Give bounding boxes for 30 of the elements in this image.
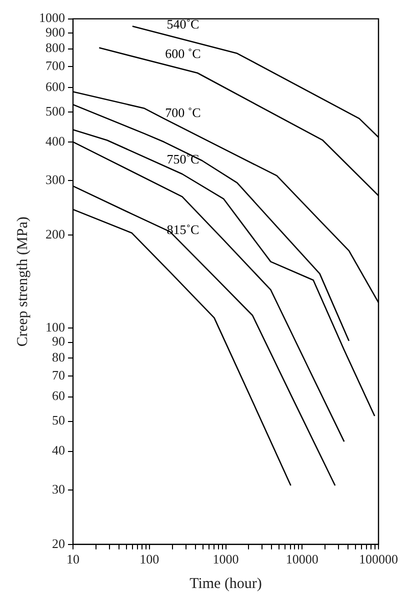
y-tick-label: 70 xyxy=(52,368,65,383)
x-axis-title: Time (hour) xyxy=(190,576,262,592)
y-tick-label: 300 xyxy=(46,172,65,187)
x-tick-label: 1000 xyxy=(212,552,239,567)
y-tick-label: 60 xyxy=(52,388,65,404)
series-label: 750˚C xyxy=(166,151,200,166)
y-tick-label: 40 xyxy=(52,442,65,458)
x-tick-label: 10000 xyxy=(286,552,318,567)
series-label: 600 ˚C xyxy=(165,46,201,62)
y-tick-label: 800 xyxy=(46,40,65,56)
x-tick-label: 100 xyxy=(140,552,160,567)
y-tick-label: 80 xyxy=(52,350,65,365)
series-label: 540˚C xyxy=(166,16,200,32)
series-label: 815˚C xyxy=(166,222,200,237)
series-label: 700 ˚C xyxy=(165,105,201,120)
y-tick-label: 50 xyxy=(52,412,65,428)
y-axis-title: Creep strength (MPa) xyxy=(14,216,31,347)
y-tick-label: 20 xyxy=(52,536,65,551)
y-tick-label: 600 xyxy=(46,78,65,94)
y-tick-label: 100 xyxy=(46,320,65,335)
y-tick-label: 200 xyxy=(46,226,65,242)
x-tick-label: 100000 xyxy=(359,552,398,567)
y-tick-label: 700 xyxy=(46,58,65,74)
y-tick-label: 30 xyxy=(52,481,65,496)
y-tick-label: 900 xyxy=(46,24,65,40)
y-tick-label: 500 xyxy=(46,103,65,118)
y-tick-label: 400 xyxy=(46,133,65,148)
y-tick-label: 90 xyxy=(52,334,65,349)
x-tick-label: 10 xyxy=(66,552,80,567)
y-tick-label: 1000 xyxy=(39,10,65,26)
